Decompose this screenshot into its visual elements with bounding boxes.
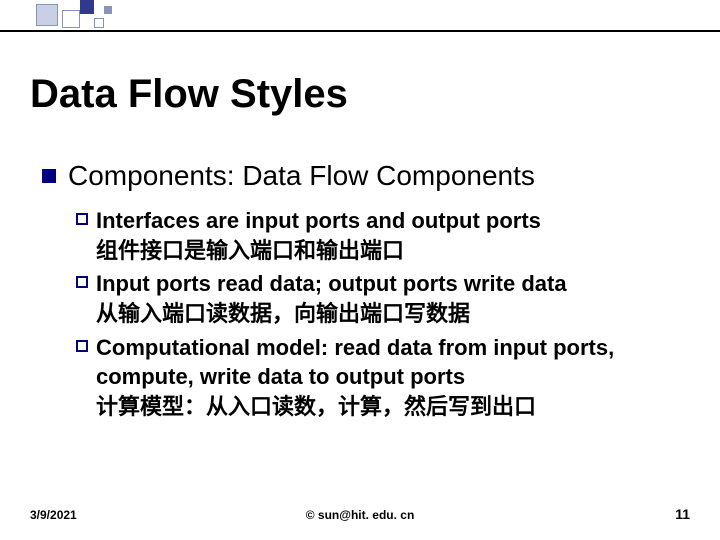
decor-square [104, 6, 112, 14]
level2-text-zh: 从输入端口读数据，向输出端口写数据 [96, 299, 692, 329]
bullet-hollow-icon [76, 276, 88, 288]
bullet-level2: Computational model: read data from inpu… [76, 333, 692, 422]
level2-text-en: Computational model: read data from inpu… [96, 333, 692, 392]
decor-square [80, 0, 94, 14]
slide-footer: 3/9/2021 © sun@hit. edu. cn 11 [0, 502, 720, 522]
bullet-square-icon [42, 169, 56, 183]
bullet-level2: Interfaces are input ports and output po… [76, 206, 692, 265]
footer-copyright: © sun@hit. edu. cn [306, 508, 415, 522]
bullet-hollow-icon [76, 213, 88, 225]
level2-text-zh: 计算模型：从入口读数，计算，然后写到出口 [96, 392, 692, 422]
decor-square [62, 10, 80, 28]
bullet-hollow-icon [76, 340, 88, 352]
header-rule [0, 30, 720, 32]
level2-text-en: Interfaces are input ports and output po… [96, 206, 541, 236]
header-decoration [0, 0, 720, 30]
level2-text-en: Input ports read data; output ports writ… [96, 269, 567, 299]
slide-content: Components: Data Flow Components Interfa… [42, 160, 692, 426]
bullet-level2: Input ports read data; output ports writ… [76, 269, 692, 328]
slide-title: Data Flow Styles [30, 72, 348, 117]
decor-square [36, 4, 58, 26]
bullet-level1: Components: Data Flow Components [42, 160, 692, 192]
footer-page-number: 11 [675, 506, 690, 522]
decor-square [94, 18, 104, 28]
footer-date: 3/9/2021 [30, 508, 77, 522]
level2-text-zh: 组件接口是输入端口和输出端口 [96, 236, 692, 266]
level1-text: Components: Data Flow Components [68, 160, 535, 192]
